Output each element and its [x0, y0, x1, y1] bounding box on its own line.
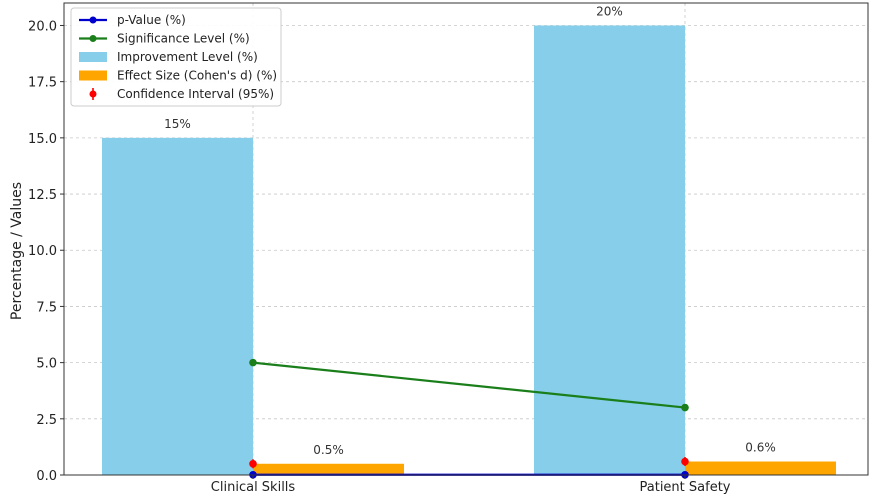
y-tick-label: 5.0 — [36, 357, 57, 372]
bar-data-label: 0.5% — [313, 443, 344, 457]
legend-marker-swatch — [89, 35, 97, 42]
legend-box — [70, 7, 282, 107]
x-tick-label: Clinical Skills — [211, 480, 296, 495]
effect-size-bar — [685, 461, 836, 475]
effect-size-bar — [253, 463, 404, 475]
legend-marker-swatch — [89, 16, 97, 24]
plot-frame — [63, 2, 869, 476]
legend-entry-label: Significance Level (%) — [117, 32, 250, 46]
legend-entry-label: p-Value (%) — [117, 13, 186, 27]
confidence-interval-point — [681, 457, 689, 466]
legend-entry-label: Improvement Level (%) — [117, 50, 258, 64]
legend-bar-swatch — [79, 70, 107, 81]
legend-entry-label: Effect Size (Cohen's d) (%) — [117, 69, 277, 83]
improvement-bar — [102, 137, 253, 475]
y-axis-title: Percentage / Values — [9, 182, 25, 320]
bar-data-label: 15% — [164, 117, 191, 131]
significance-line-point — [681, 403, 689, 412]
y-tick-label: 0.0 — [36, 469, 57, 484]
legend: p-Value (%) Significance Level (%) Improve… — [70, 7, 282, 107]
y-tick-label: 7.5 — [36, 300, 57, 315]
y-tick-label: 15.0 — [28, 132, 57, 147]
significance-line-point — [249, 358, 257, 367]
y-tick-label: 12.5 — [28, 188, 57, 203]
improvement-bar — [534, 25, 685, 475]
y-tick-label: 20.0 — [28, 19, 57, 34]
legend-marker-swatch — [89, 90, 97, 98]
y-tick-label: 2.5 — [36, 413, 57, 428]
y-tick-label: 10.0 — [28, 244, 57, 259]
x-tick-label: Patient Safety — [640, 480, 731, 495]
bar-data-label: 0.6% — [745, 441, 776, 455]
y-tick-label: 17.5 — [28, 76, 57, 91]
legend-bar-swatch — [79, 52, 107, 62]
legend-entry-label: Confidence Interval (95%) — [117, 87, 274, 101]
bar-data-label: 20% — [596, 4, 623, 18]
confidence-interval-point — [249, 459, 257, 468]
axes: 0.0 2.5 5.0 7.5 10.0 12.5 15.0 17.5 20.0 Clinical… — [28, 2, 869, 495]
significance-line — [252, 361, 686, 409]
